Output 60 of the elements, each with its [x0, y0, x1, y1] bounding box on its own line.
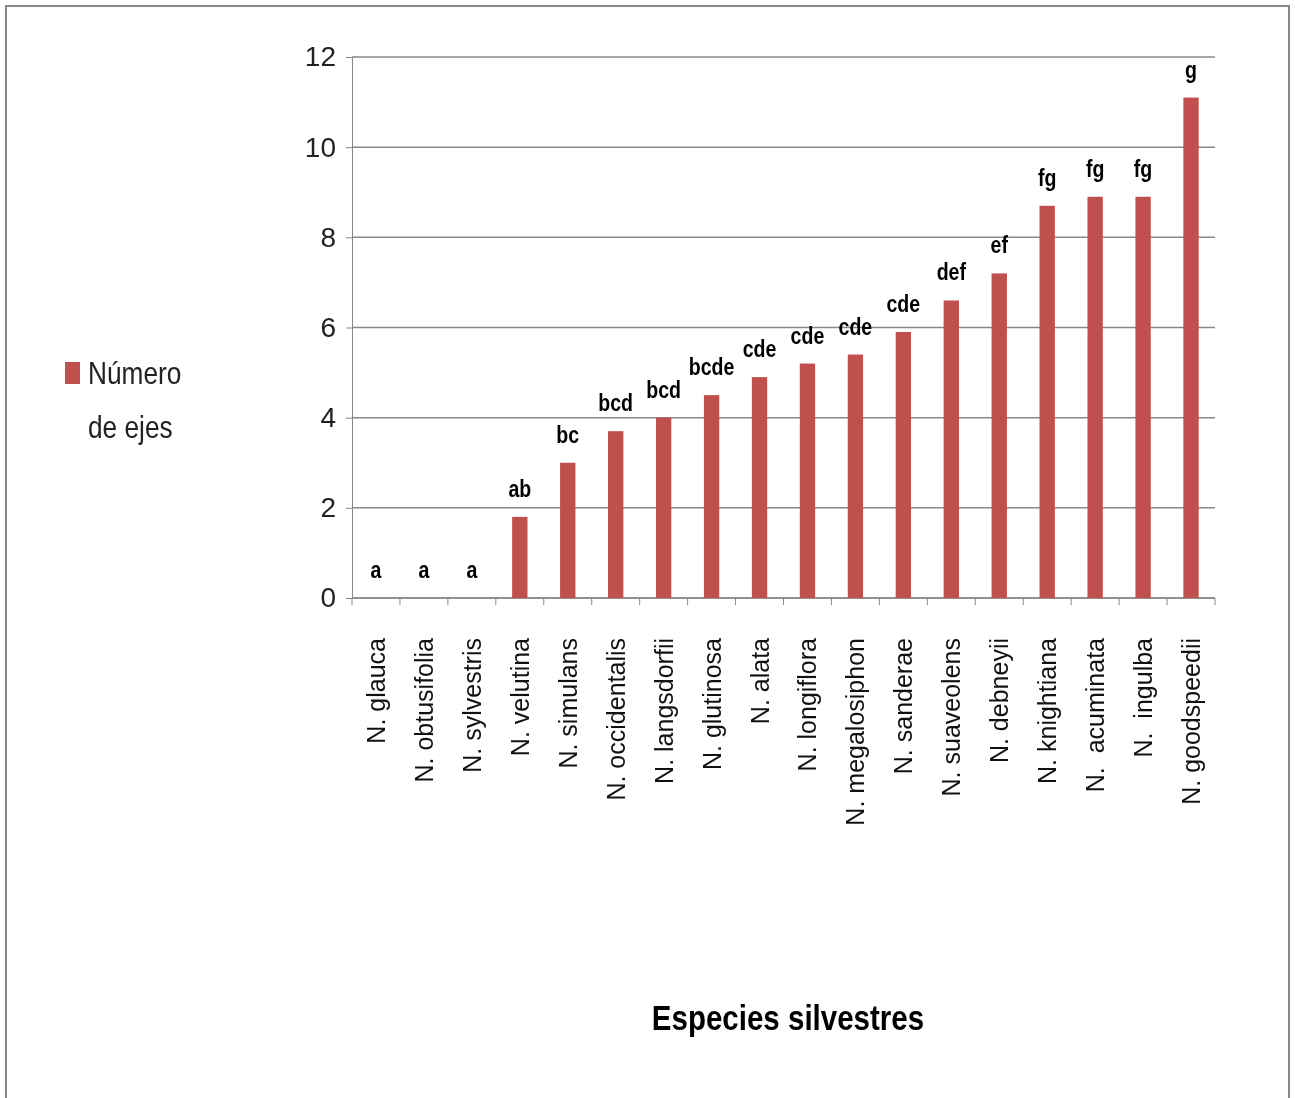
x-tick-label: N. ingulba	[1129, 637, 1158, 758]
x-tick-label: N. glutinosa	[697, 637, 726, 771]
annotation: cde	[790, 323, 825, 349]
y-tick-label: 10	[304, 131, 336, 163]
x-axis-title: Especies silvestres	[651, 997, 925, 1038]
x-tick-label: N. alata	[745, 637, 774, 725]
bar	[1039, 205, 1055, 598]
x-tick-label: N. sylvestris	[457, 638, 486, 773]
annotation: cde	[838, 314, 873, 340]
bar	[895, 332, 912, 598]
bar	[847, 354, 864, 598]
x-tick-label: N. knightiana	[1033, 637, 1062, 784]
bar	[560, 462, 576, 598]
annotation: fg	[1133, 156, 1153, 183]
bar	[799, 363, 816, 598]
x-tick-label: N. suaveolens	[937, 638, 966, 797]
y-tick-label: 4	[320, 402, 336, 434]
annotation: bcd	[598, 390, 634, 417]
bar	[608, 431, 624, 598]
y-tick-label: 2	[320, 492, 336, 524]
y-tick-label: 12	[304, 41, 336, 73]
annotation: cde	[742, 336, 777, 363]
x-tick-label: N. debneyii	[985, 638, 1014, 764]
bar	[751, 377, 768, 598]
x-tick-label: N. occidentalis	[601, 638, 630, 801]
x-tick-label: N. sanderae	[889, 638, 918, 775]
annotation: bcd	[646, 377, 682, 404]
bar	[512, 516, 528, 598]
bar	[1135, 196, 1151, 598]
annotation: a	[370, 557, 382, 584]
x-tick-label: N. goodspeedii	[1177, 638, 1206, 805]
annotation: fg	[1037, 165, 1057, 192]
x-tick-label: N. longiflora	[793, 637, 822, 772]
annotation: fg	[1085, 156, 1105, 183]
bar	[1183, 97, 1199, 598]
x-tick-label: N. obtusifolia	[409, 637, 438, 783]
x-tick-label: N. glauca	[361, 637, 390, 744]
x-tick-label: N. velutina	[505, 637, 534, 757]
y-tick-label: 6	[320, 311, 336, 343]
bar	[943, 300, 959, 598]
annotation: ab	[508, 476, 532, 503]
annotation: def	[936, 259, 967, 286]
legend-label: Número de ejes	[88, 355, 182, 445]
x-tick-label: N. megalosiphon	[841, 638, 870, 826]
x-tick-label: N. acuminata	[1081, 637, 1110, 793]
annotation: a	[418, 557, 430, 584]
bar	[655, 417, 672, 598]
bar	[703, 395, 720, 598]
y-tick-label: 8	[320, 221, 336, 253]
x-tick-label: N. langsdorfii	[649, 638, 678, 784]
annotation: cde	[886, 291, 921, 318]
y-tick-label: 0	[320, 582, 336, 614]
annotation: bc	[556, 422, 580, 449]
bar	[1087, 196, 1103, 598]
annotation: g	[1185, 57, 1197, 83]
annotation: ef	[990, 232, 1009, 259]
x-tick-label: N. simulans	[553, 638, 582, 769]
bar	[991, 273, 1007, 598]
annotation: bcde	[688, 354, 735, 381]
annotation: a	[466, 557, 478, 584]
